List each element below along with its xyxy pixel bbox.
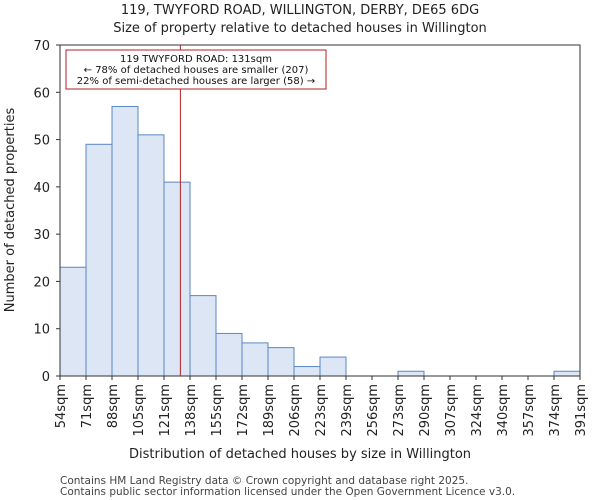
x-tick-label: 155sqm — [210, 384, 225, 437]
x-tick-label: 290sqm — [418, 384, 433, 437]
bars-group — [59, 105, 581, 377]
bar-223sqm — [319, 356, 347, 377]
chart-title-line1: 119, TWYFORD ROAD, WILLINGTON, DERBY, DE… — [121, 3, 479, 18]
x-tick-label: 121sqm — [158, 384, 173, 437]
x-tick-label: 273sqm — [392, 384, 407, 437]
footer-line1: Contains HM Land Registry data © Crown c… — [60, 475, 468, 487]
footer-line2: Contains public sector information licen… — [60, 486, 515, 498]
y-axis: 0 10 20 30 40 50 60 70 — [33, 39, 60, 385]
bar-155sqm — [215, 332, 243, 377]
bar-189sqm — [267, 347, 295, 377]
annotation-box-frame — [65, 49, 327, 90]
x-tick-label: 239sqm — [340, 384, 355, 437]
annotation-line3: 22% of semi-detached houses are larger (… — [77, 76, 315, 87]
bar-121sqm — [163, 181, 191, 377]
y-tick-label: 20 — [33, 275, 50, 290]
bar-206sqm — [293, 366, 321, 377]
annotation-line1: 119 TWYFORD ROAD: 131sqm — [120, 54, 272, 65]
x-tick-label: 256sqm — [366, 384, 381, 437]
annotation-box: 119 TWYFORD ROAD: 131sqm ← 78% of detach… — [65, 49, 327, 90]
x-tick-label: 206sqm — [288, 384, 303, 437]
x-tick-label: 357sqm — [522, 384, 537, 437]
plot-frame — [59, 44, 581, 377]
x-tick-label: 88sqm — [106, 384, 121, 428]
annotation-line2: ← 78% of detached houses are smaller (20… — [84, 65, 309, 76]
x-tick-label: 71sqm — [80, 384, 95, 428]
bar-105sqm — [137, 134, 165, 377]
x-tick-label: 340sqm — [496, 384, 511, 437]
bar-172sqm — [241, 342, 269, 377]
y-tick-label: 30 — [33, 228, 50, 243]
x-tick-label: 105sqm — [132, 384, 147, 437]
x-tick-label: 307sqm — [444, 384, 459, 437]
x-axis: 54sqm 71sqm 88sqm 105sqm 121sqm 138sqm 155sqm 1… — [54, 376, 589, 437]
chart-title-line2: Size of property relative to detached ho… — [113, 21, 487, 36]
x-tick-label: 374sqm — [548, 384, 563, 437]
x-tick-label: 172sqm — [236, 384, 251, 437]
x-tick-label: 54sqm — [54, 384, 69, 428]
bar-374sqm — [553, 370, 581, 377]
bar-273sqm — [397, 370, 425, 377]
bar-88sqm — [111, 105, 139, 377]
x-tick-label: 189sqm — [262, 384, 277, 437]
y-tick-label: 40 — [33, 181, 50, 196]
bar-138sqm — [189, 295, 217, 377]
y-tick-label: 60 — [33, 86, 50, 101]
x-axis-label: Distribution of detached houses by size … — [129, 447, 471, 462]
x-tick-label: 138sqm — [184, 384, 199, 437]
y-tick-label: 50 — [33, 134, 50, 149]
x-tick-label: 223sqm — [314, 384, 329, 437]
bar-71sqm — [85, 143, 113, 377]
y-tick-label: 0 — [42, 370, 50, 385]
x-tick-label: 324sqm — [470, 384, 485, 437]
y-axis-label: Number of detached properties — [3, 108, 18, 313]
y-tick-label: 10 — [33, 323, 50, 338]
y-tick-label: 70 — [33, 39, 50, 54]
bar-54sqm — [59, 266, 87, 377]
x-tick-label: 391sqm — [574, 384, 589, 437]
